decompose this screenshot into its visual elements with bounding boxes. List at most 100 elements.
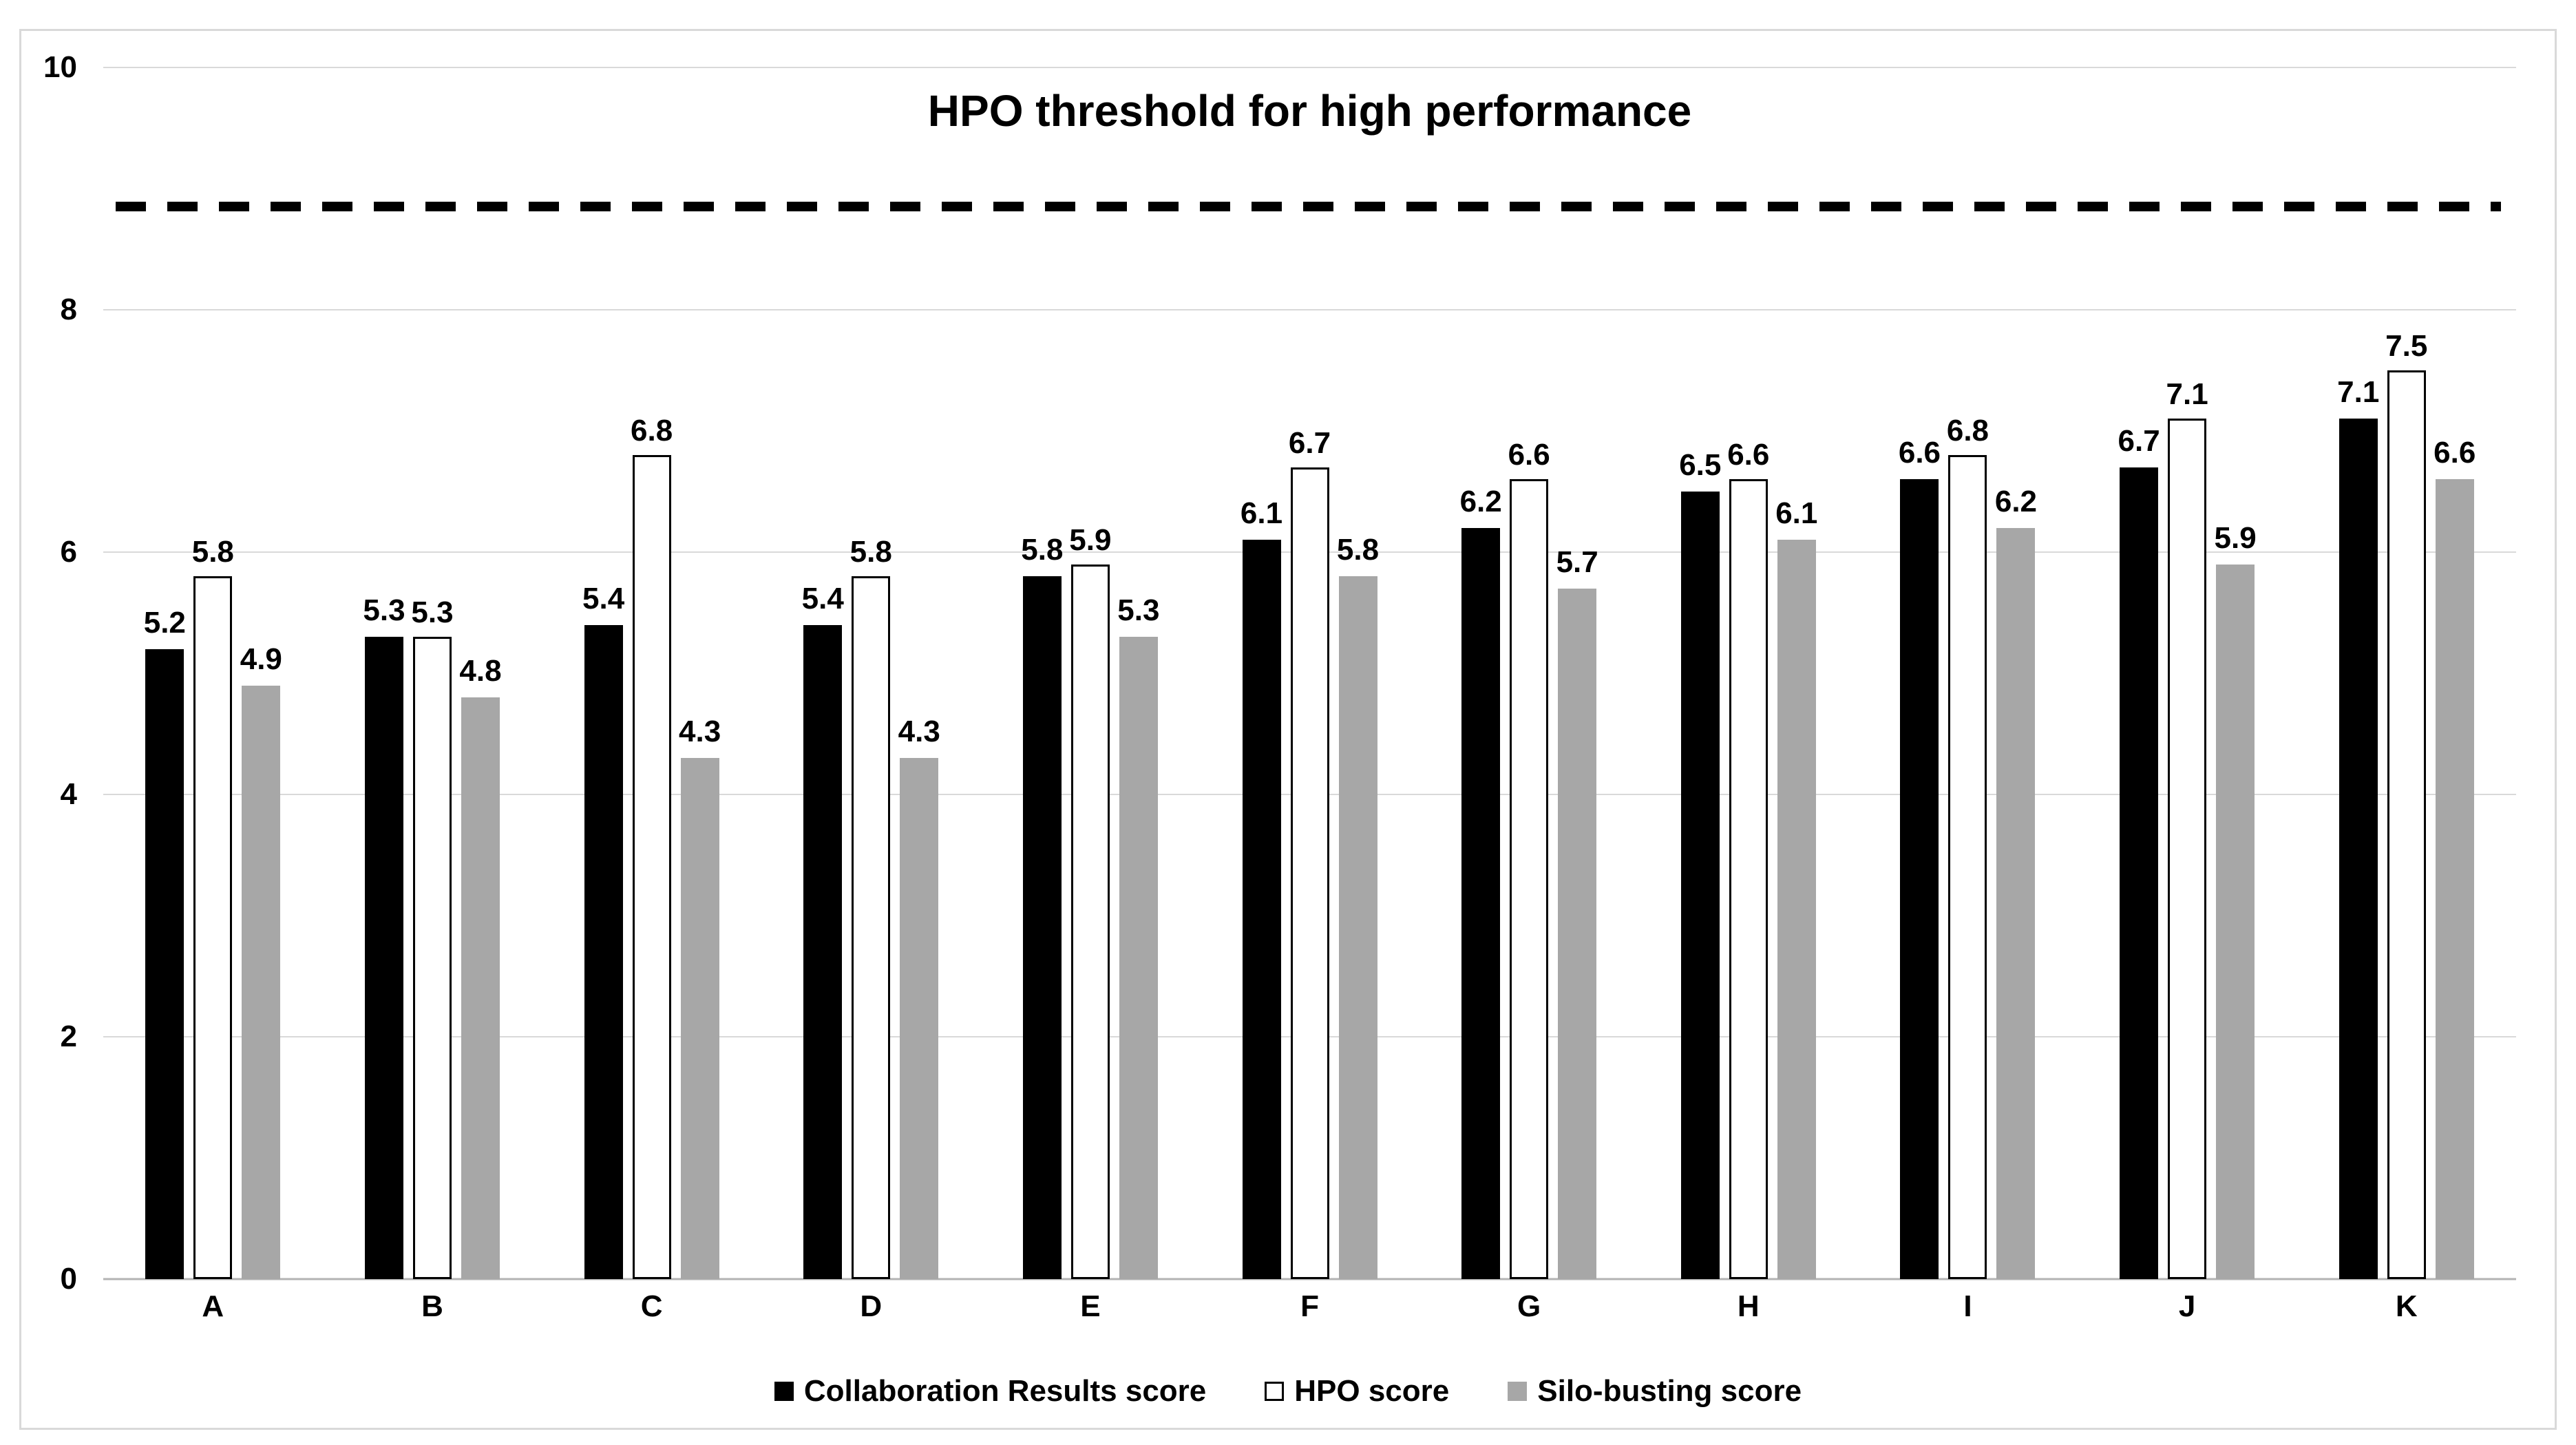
bar-group-G: 6.2 6.6 5.7 G xyxy=(1419,67,1639,1322)
bar-series1-F: 6.1 xyxy=(1241,498,1282,1279)
bar-value-label: 4.8 xyxy=(459,654,502,688)
bar-value-label: 6.1 xyxy=(1775,496,1818,531)
x-axis-category-label: C xyxy=(640,1289,663,1323)
bar-group-I: 6.6 6.8 6.2 I xyxy=(1858,67,2078,1322)
bar-group-K: 7.1 7.5 6.6 K xyxy=(2297,67,2516,1322)
bar-series3-F: 5.8 xyxy=(1337,535,1379,1279)
bar-series1-J: 6.7 xyxy=(2118,425,2160,1279)
bar-groups: 5.2 5.8 4.9 A 5.3 5.3 4.8 B 5.4 6.8 4.3 C 5.4 5.8 4.3 D… xyxy=(103,67,2516,1322)
bar-value-label: 5.9 xyxy=(2214,520,2257,555)
bar-group-B: 5.3 5.3 4.8 B xyxy=(323,67,542,1322)
bar-value-label: 4.3 xyxy=(679,715,721,749)
x-axis-category-label: D xyxy=(860,1289,883,1323)
gridline xyxy=(103,309,2516,310)
bar-group-A: 5.2 5.8 4.9 A xyxy=(103,67,323,1322)
legend-item: HPO score xyxy=(1265,1376,1449,1406)
bar-series2-B: 5.3 xyxy=(411,598,454,1279)
y-axis-tick-label: 0 xyxy=(60,1262,77,1296)
bar-series2-A: 5.8 xyxy=(192,537,234,1279)
bar-value-label: 5.8 xyxy=(1021,533,1064,567)
bar-value-label: 6.6 xyxy=(1508,438,1550,472)
bar-series2-D: 5.8 xyxy=(850,537,892,1279)
legend-swatch-icon xyxy=(1265,1382,1285,1401)
plot-area: 5.2 5.8 4.9 A 5.3 5.3 4.8 B 5.4 6.8 4.3 C 5.4 5.8 4.3 D… xyxy=(103,67,2516,1322)
y-axis-tick-label: 8 xyxy=(60,293,77,326)
bar-series1-A: 5.2 xyxy=(144,607,186,1279)
x-axis-category-label: J xyxy=(2178,1289,2196,1323)
bar-series3-A: 4.9 xyxy=(240,644,282,1279)
bar-value-label: 6.8 xyxy=(1946,414,1989,448)
legend-label: Silo-busting score xyxy=(1537,1374,1802,1408)
bar-series2-C: 6.8 xyxy=(631,416,673,1279)
x-axis-category-label: F xyxy=(1300,1289,1319,1323)
y-axis: 0 2 4 6 8 10 xyxy=(0,52,77,1294)
threshold-dashed-line xyxy=(116,202,2501,212)
bar-series1-K: 7.1 xyxy=(2337,377,2379,1279)
bar-series1-E: 5.8 xyxy=(1021,535,1063,1279)
bar-value-label: 5.7 xyxy=(1556,545,1598,579)
y-axis-tick-label: 6 xyxy=(60,535,77,569)
bar-series2-E: 5.9 xyxy=(1069,525,1111,1279)
bar-value-label: 5.3 xyxy=(1117,593,1160,628)
legend-swatch-icon xyxy=(1508,1382,1528,1401)
x-axis-category-label: A xyxy=(202,1289,224,1323)
legend-label: Collaboration Results score xyxy=(803,1374,1207,1408)
bar-group-F: 6.1 6.7 5.8 F xyxy=(1200,67,1419,1321)
bar-series2-H: 6.6 xyxy=(1727,440,1769,1279)
legend: Collaboration Results score HPO score Silo… xyxy=(0,1376,2576,1406)
bar-series1-B: 5.3 xyxy=(363,595,405,1279)
bar-value-label: 4.9 xyxy=(240,642,282,676)
legend-label: HPO score xyxy=(1294,1374,1450,1408)
bar-series1-G: 6.2 xyxy=(1460,486,1502,1279)
y-axis-tick-label: 2 xyxy=(60,1020,77,1053)
bar-series3-D: 4.3 xyxy=(898,717,940,1279)
bar-value-label: 6.6 xyxy=(2434,436,2476,470)
x-axis-line xyxy=(103,1278,2516,1280)
bar-value-label: 5.2 xyxy=(143,605,186,640)
bar-series1-D: 5.4 xyxy=(802,583,844,1279)
bar-series3-I: 6.2 xyxy=(1995,486,2037,1279)
bar-value-label: 5.8 xyxy=(849,535,892,569)
bar-series3-J: 5.9 xyxy=(2214,523,2257,1279)
bar-value-label: 6.7 xyxy=(2118,423,2160,458)
bar-group-D: 5.4 5.8 4.3 D xyxy=(761,67,981,1322)
y-axis-tick-label: 4 xyxy=(60,777,77,811)
x-axis-category-label: G xyxy=(1517,1289,1541,1323)
bar-value-label: 6.6 xyxy=(1898,436,1941,470)
bar-value-label: 6.7 xyxy=(1288,425,1331,460)
bar-value-label: 5.8 xyxy=(1336,533,1380,567)
y-axis-tick-label: 10 xyxy=(43,50,77,84)
legend-item: Collaboration Results score xyxy=(774,1376,1206,1406)
bar-series1-C: 5.4 xyxy=(582,583,624,1279)
bar-series2-F: 6.7 xyxy=(1289,428,1331,1279)
bar-value-label: 6.2 xyxy=(1994,484,2038,518)
bar-series3-G: 5.7 xyxy=(1556,547,1598,1279)
bar-series3-B: 4.8 xyxy=(459,656,502,1279)
bar-series2-G: 6.6 xyxy=(1508,440,1550,1279)
bar-series3-K: 6.6 xyxy=(2434,438,2475,1279)
bar-series2-I: 6.8 xyxy=(1947,416,1989,1279)
x-axis-category-label: H xyxy=(1737,1289,1760,1323)
bar-series3-E: 5.3 xyxy=(1117,595,1159,1279)
bar-group-J: 6.7 7.1 5.9 J xyxy=(2078,67,2297,1322)
bar-series3-H: 6.1 xyxy=(1775,498,1817,1279)
x-axis-category-label: B xyxy=(421,1289,443,1323)
bar-series2-K: 7.5 xyxy=(2385,331,2427,1279)
bar-value-label: 6.6 xyxy=(1727,438,1770,472)
chart-title: HPO threshold for high performance xyxy=(927,86,1692,136)
bar-value-label: 7.1 xyxy=(2166,377,2208,412)
gridline xyxy=(103,67,2516,68)
bar-series1-I: 6.6 xyxy=(1899,438,1941,1279)
bar-series2-J: 7.1 xyxy=(2166,379,2208,1279)
bar-group-C: 5.4 6.8 4.3 C xyxy=(542,67,761,1322)
bar-value-label: 5.8 xyxy=(191,535,234,569)
x-axis-category-label: E xyxy=(1080,1289,1101,1323)
bar-group-H: 6.5 6.6 6.1 H xyxy=(1638,67,1858,1322)
bar-group-E: 5.8 5.9 5.3 E xyxy=(981,67,1201,1321)
bar-value-label: 6.2 xyxy=(1459,484,1502,518)
bar-value-label: 5.4 xyxy=(582,581,625,615)
bar-value-label: 4.3 xyxy=(898,715,940,749)
legend-swatch-icon xyxy=(774,1382,794,1401)
bar-value-label: 5.3 xyxy=(363,593,405,628)
